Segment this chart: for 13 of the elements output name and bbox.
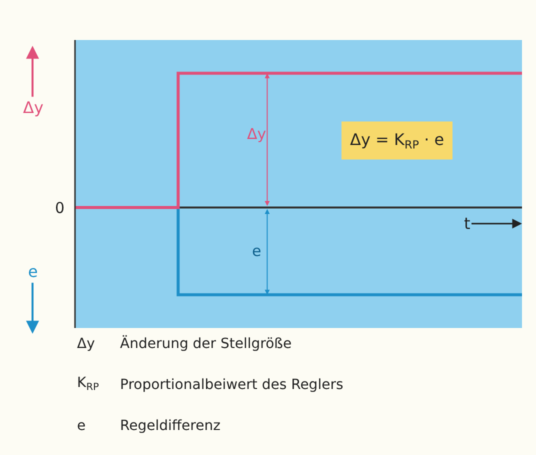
text: e — [77, 418, 86, 434]
text: K$_{RP}$ — [77, 375, 99, 393]
annotation: e — [252, 242, 262, 260]
annotation: Δy — [247, 125, 266, 143]
annotation: t — [464, 214, 470, 233]
text: Δy — [23, 98, 44, 117]
text: 0 — [55, 199, 65, 217]
text: Änderung der Stellgröße — [120, 335, 292, 352]
text: Δy — [77, 336, 95, 352]
annotation: Δy = K$_{RP}$ · e — [350, 130, 444, 152]
text: Regeldifferenz — [120, 418, 220, 434]
text: e — [28, 262, 38, 281]
text: Proportionalbeiwert des Reglers — [120, 377, 344, 393]
